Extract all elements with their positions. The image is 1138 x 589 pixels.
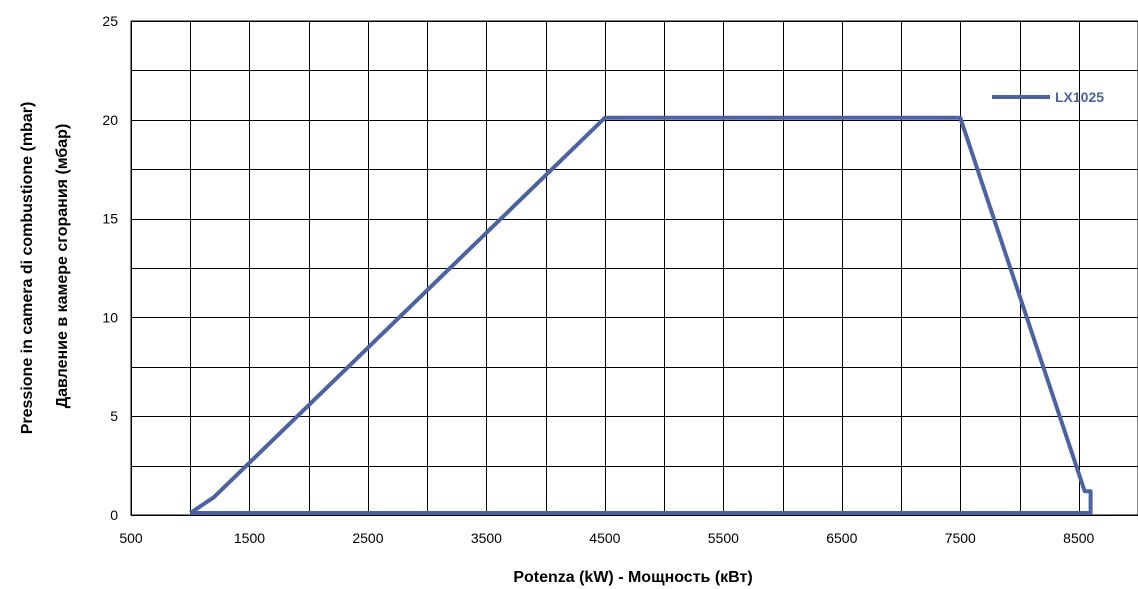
x-tick-label: 8500: [1063, 530, 1094, 546]
x-tick-label: 3500: [471, 530, 502, 546]
y-tick-label: 15: [102, 211, 118, 227]
grid: [131, 21, 1138, 516]
x-tick-label: 7500: [945, 530, 976, 546]
x-tick-label: 2500: [352, 530, 383, 546]
x-tick-label: 500: [119, 530, 143, 546]
x-axis-title: Potenza (kW) - Мощность (кВт): [513, 569, 752, 586]
y-axis-title-russian: Давление в камере сгорания (мбар): [54, 124, 71, 409]
y-tick-label: 0: [110, 507, 118, 523]
series-layer: [189, 115, 1093, 515]
legend: LX1025: [992, 89, 1104, 105]
series-line-lx1025: [189, 115, 1093, 515]
x-tick-label: 6500: [826, 530, 857, 546]
legend-label-lx1025: LX1025: [1055, 89, 1104, 105]
y-tick-label: 20: [102, 112, 118, 128]
x-tick-labels: 500 1500 2500 3500 4500 5500 6500 7500 8500: [119, 530, 1094, 546]
x-tick-label: 5500: [708, 530, 739, 546]
y-axis-title-italian: Pressione in camera di combustione (mbar…: [19, 102, 36, 435]
x-tick-label: 4500: [589, 530, 620, 546]
y-tick-label: 25: [102, 13, 118, 29]
y-tick-labels: 0 5 10 15 20 25: [102, 13, 118, 523]
y-tick-label: 5: [110, 408, 118, 424]
y-tick-label: 10: [102, 309, 118, 325]
x-tick-label: 1500: [234, 530, 265, 546]
